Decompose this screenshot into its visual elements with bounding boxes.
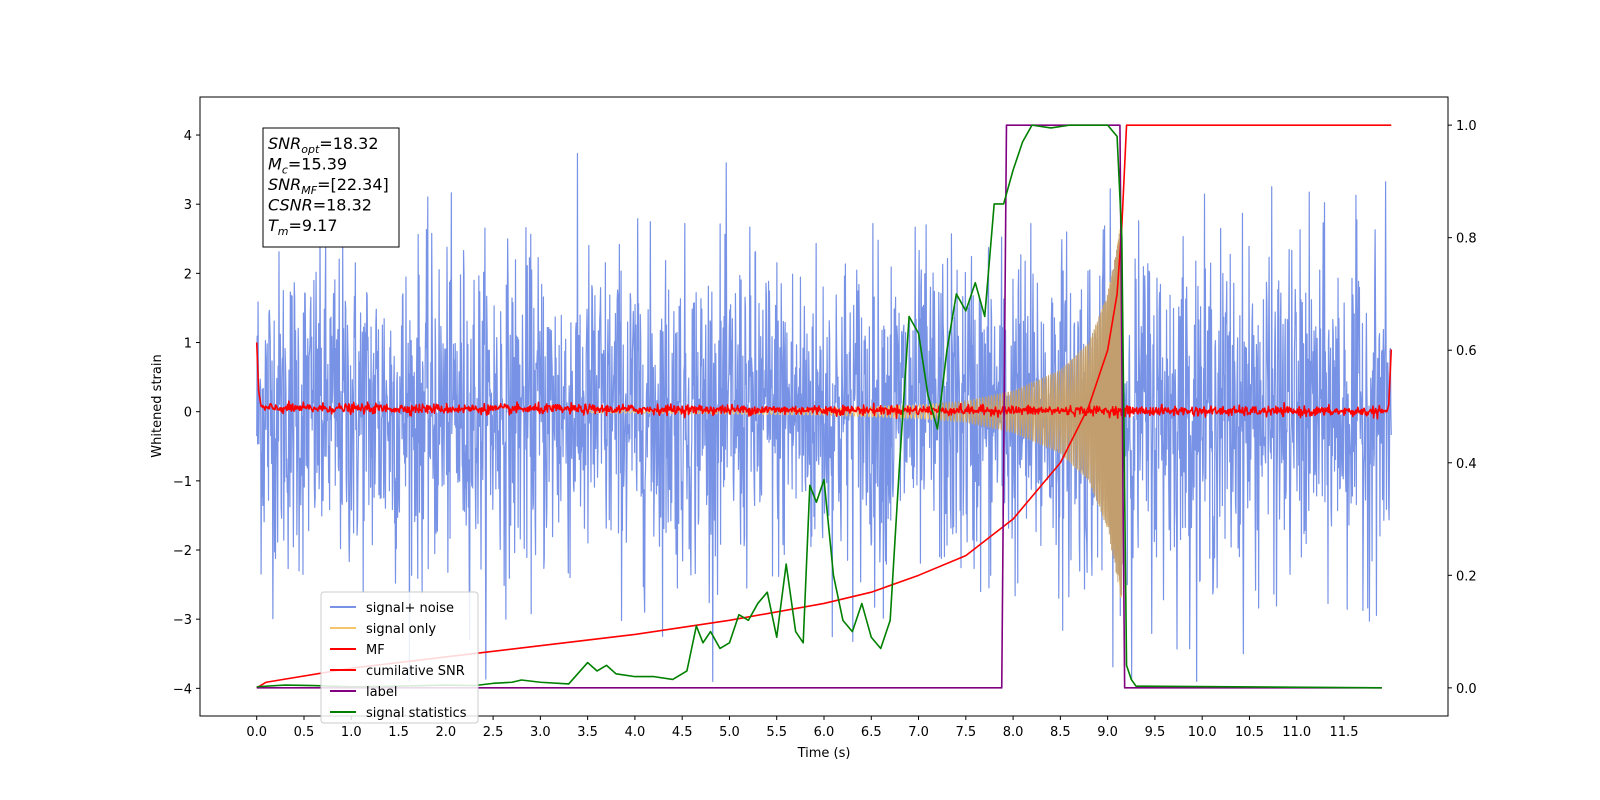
series-label-line: [256, 124, 1382, 689]
x-axis-label: Time (s): [797, 746, 851, 761]
y-tick-label: 1: [184, 337, 192, 352]
y-axis-left: −4 −3 −2 −1 0 1 2 3 4: [173, 129, 200, 697]
y-tick-label: −2: [173, 544, 192, 559]
x-tick-label: 4.0: [625, 725, 646, 740]
x-tick-label: 8.5: [1050, 725, 1071, 740]
x-tick-label: 9.0: [1097, 725, 1118, 740]
annotation-value: =[22.34]: [317, 175, 389, 194]
y-axis-label: Whitened strain: [150, 354, 165, 457]
y-tick-label: −1: [173, 475, 192, 490]
y-axis-right: 0.0 0.2 0.4 0.6 0.8 1.0: [1448, 119, 1477, 697]
annotation-symbol: M: [268, 155, 282, 174]
x-tick-label: 11.0: [1282, 725, 1311, 740]
y-tick-label: −3: [173, 613, 192, 628]
legend-label: label: [366, 685, 397, 700]
x-tick-label: 7.0: [908, 725, 929, 740]
annotation-value: =15.39: [288, 155, 347, 174]
legend-label: cumilative SNR: [366, 664, 465, 679]
x-tick-label: 1.5: [388, 725, 409, 740]
y-tick-label: 4: [184, 129, 192, 144]
x-tick-label: 6.0: [814, 725, 835, 740]
y2-tick-label: 0.0: [1456, 682, 1477, 697]
annotation-subscript: m: [278, 225, 289, 238]
legend-label: MF: [366, 643, 385, 658]
x-axis: 0.0 0.5 1.0 1.5 2.0 2.5 3.0 3.5 4.0 4.5 5.0 5.5 6.0 6…: [246, 716, 1358, 740]
x-tick-label: 10.5: [1235, 725, 1264, 740]
x-tick-label: 9.5: [1145, 725, 1166, 740]
x-tick-label: 0.5: [294, 725, 315, 740]
annotation-line: SNRMF=[22.34]: [268, 175, 389, 197]
annotation-subscript: c: [282, 164, 288, 177]
x-tick-label: 11.5: [1330, 725, 1359, 740]
x-tick-label: 5.5: [766, 725, 787, 740]
x-tick-label: 7.5: [955, 725, 976, 740]
annotation-subscript: MF: [301, 184, 317, 197]
x-tick-label: 0.0: [246, 725, 267, 740]
series-mf-line: [255, 342, 1393, 420]
annotation-line: CSNR=18.32: [268, 196, 372, 215]
x-tick-label: 3.0: [530, 725, 551, 740]
y2-tick-label: 0.8: [1456, 232, 1477, 247]
annotation-value: =18.32: [319, 134, 378, 153]
y2-tick-label: 0.4: [1456, 457, 1477, 472]
y-tick-label: 0: [184, 406, 192, 421]
annotation-value: =18.32: [313, 196, 372, 215]
x-tick-label: 3.5: [577, 725, 598, 740]
annotation-line: Mc=15.39: [268, 155, 347, 177]
annotation-line: SNRopt=18.32: [268, 134, 379, 156]
legend-frame: [320, 591, 479, 724]
x-tick-label: 1.0: [341, 725, 362, 740]
x-tick-label: 8.0: [1003, 725, 1024, 740]
annotation-symbol: T: [268, 216, 279, 235]
x-tick-label: 10.0: [1188, 725, 1217, 740]
series-signal-statistics-line: [256, 124, 1382, 689]
y-tick-label: 3: [184, 198, 192, 213]
annotation-frame: [262, 127, 400, 248]
annotation-subscript: opt: [301, 143, 320, 156]
y2-tick-label: 1.0: [1456, 119, 1477, 134]
x-tick-label: 2.5: [483, 725, 504, 740]
x-tick-label: 4.5: [672, 725, 693, 740]
annotation-value: =9.17: [289, 216, 338, 235]
annotation-box: SNRopt=18.32Mc=15.39SNRMF=[22.34]CSNR=18…: [262, 127, 400, 248]
x-tick-label: 5.0: [719, 725, 740, 740]
series-signal-noise-line: [256, 152, 1392, 683]
annotation-symbol: CSNR: [268, 196, 313, 215]
y-tick-label: −4: [173, 682, 192, 697]
legend-label: signal only: [366, 622, 436, 637]
y-tick-label: 2: [184, 267, 192, 282]
legend-label: signal statistics: [366, 706, 467, 721]
y2-tick-label: 0.6: [1456, 344, 1477, 359]
annotation-symbol: SNR: [268, 134, 301, 153]
annotation-symbol: SNR: [268, 175, 301, 194]
legend: signal+ noise signal only MF cumilative SNR…: [320, 591, 479, 724]
annotation-line: Tm=9.17: [268, 216, 338, 238]
x-tick-label: 6.5: [861, 725, 882, 740]
y2-tick-label: 0.2: [1456, 569, 1477, 584]
x-tick-label: 2.0: [435, 725, 456, 740]
legend-label: signal+ noise: [366, 601, 454, 616]
